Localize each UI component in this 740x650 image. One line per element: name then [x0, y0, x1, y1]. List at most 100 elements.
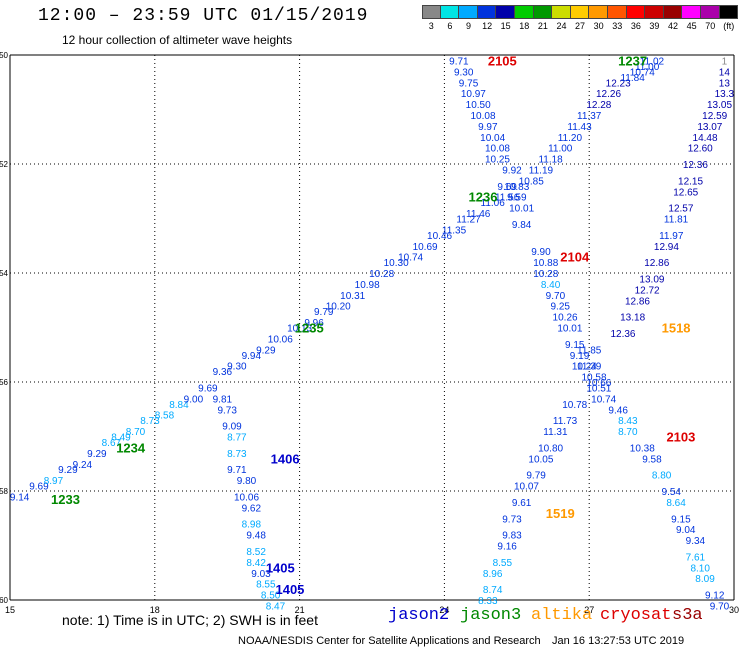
lon-tick-label: 21 [295, 605, 305, 615]
colorbar-label: 39 [649, 21, 660, 31]
swh-value: 9.15 [671, 514, 691, 525]
swh-value: 9.58 [642, 454, 662, 465]
colorbar-label: 18 [519, 21, 530, 31]
colorbar-label: 70 [705, 21, 716, 31]
swh-value: 9.92 [502, 165, 522, 176]
swh-value: 9.84 [512, 220, 532, 231]
swh-value: 9.25 [551, 302, 571, 313]
swh-value: 8.52 [246, 547, 266, 558]
colorbar-cell: 33 [607, 5, 627, 31]
colorbar-label: 9 [465, 21, 471, 31]
swh-value: 8.70 [126, 427, 146, 438]
swh-value: 11.27 [456, 215, 481, 226]
colorbar-cell: 42 [663, 5, 683, 31]
colorbar-swatch [682, 5, 701, 19]
swh-value: 10.13 [287, 324, 312, 335]
colorbar-cell: 3 [422, 5, 441, 31]
swh-value: 9.70 [546, 291, 566, 302]
swh-value: 10.80 [538, 443, 563, 454]
swh-value: 8.97 [44, 476, 64, 487]
colorbar-cell: 39 [645, 5, 664, 31]
colorbar-label: 3 [428, 21, 434, 31]
swh-value: 12.86 [625, 296, 650, 307]
swh-value: 10.98 [355, 280, 380, 291]
swh-value: 11.19 [529, 165, 554, 176]
swh-value: 11.46 [466, 209, 491, 220]
swh-value: 8.42 [246, 558, 266, 569]
pass-time-label: 1237 [618, 53, 647, 68]
swh-value: 10.85 [519, 176, 544, 187]
swh-value: 12.26 [596, 89, 621, 100]
swh-colorbar: 3 6 9 12 15 18 21 24 27 30 33 36 39 42 45 70 (ft) [422, 5, 739, 31]
swh-value: 10.08 [470, 111, 495, 122]
swh-value: 12.36 [610, 329, 635, 340]
swh-value: 9.36 [213, 367, 233, 378]
pass-time-label: 1235 [295, 321, 324, 336]
credit-text: NOAA/NESDIS Center for Satellite Applica… [238, 635, 541, 647]
colorbar-swatch [477, 5, 497, 19]
swh-value: 1 [722, 56, 728, 67]
pass-time-label: 1405 [266, 560, 295, 575]
colorbar-swatch [440, 5, 460, 19]
colorbar-cell: 9 [459, 5, 478, 31]
swh-value: 8.55 [256, 580, 276, 591]
swh-value: 10.24 [572, 362, 597, 373]
swh-value: 10.51 [586, 383, 611, 394]
swh-value: 8.96 [483, 569, 503, 580]
swh-value: 10.28 [533, 269, 558, 280]
legend-cryosat: cryosat [600, 606, 672, 625]
lon-tick-label: 24 [439, 605, 449, 615]
swh-value: 9.96 [304, 318, 324, 329]
swh-value: 9.12 [705, 591, 725, 602]
swh-value: 10.05 [528, 454, 553, 465]
pass-time-label: 1234 [116, 440, 146, 455]
swh-value: 9.71 [227, 465, 247, 476]
swh-value: 10.88 [533, 258, 558, 269]
swh-value: 8.47 [266, 601, 286, 612]
pass-time-label: 1405 [275, 582, 304, 597]
colorbar-cell: 70 [700, 5, 720, 31]
pass-time-label: 1518 [662, 321, 691, 336]
swh-value: 9.46 [608, 405, 628, 416]
swh-value: 9.90 [531, 247, 551, 258]
swh-value: 10.30 [384, 258, 409, 269]
colorbar-cell: 21 [533, 5, 553, 31]
map-grid [9, 54, 735, 601]
swh-value: 9.94 [242, 351, 262, 362]
colorbar-swatch [552, 5, 571, 19]
colorbar-label: 6 [447, 21, 453, 31]
swh-value: 12.36 [683, 160, 708, 171]
colorbar-label: 15 [500, 21, 511, 31]
swh-value: 9.75 [459, 78, 479, 89]
swh-value: 10.07 [514, 482, 539, 493]
colorbar-swatch [589, 5, 608, 19]
swh-value: 9.79 [314, 307, 334, 318]
swh-value: 9.03 [251, 569, 271, 580]
swh-value: 11.06 [481, 198, 506, 209]
colorbar-cell: 6 [440, 5, 460, 31]
colorbar-swatch [719, 5, 739, 19]
swh-value: 13.05 [707, 100, 732, 111]
swh-value: 9.48 [246, 531, 266, 542]
swh-value: 10.74 [398, 253, 423, 264]
swh-value: 10.38 [630, 443, 655, 454]
lon-tick-label: 27 [584, 605, 594, 615]
swh-value: 9.62 [242, 503, 262, 514]
swh-value: 10.28 [369, 269, 394, 280]
swh-value: 9.16 [497, 542, 517, 553]
swh-value: 10.25 [485, 155, 510, 166]
pass-time-label: 2104 [560, 250, 590, 265]
colorbar-cell: 24 [552, 5, 571, 31]
colorbar-label: 36 [630, 21, 641, 31]
swh-value: 12.65 [673, 187, 698, 198]
swh-value: 13.3 [715, 89, 735, 100]
swh-value: 10.50 [466, 100, 491, 111]
pass-time-label: 1236 [469, 190, 498, 205]
colorbar-label: 12 [482, 21, 493, 31]
colorbar-cell: 15 [496, 5, 515, 31]
swh-value: 11.37 [577, 111, 602, 122]
swh-value: 9.69 [198, 383, 218, 394]
swh-value: 8.74 [483, 585, 503, 596]
